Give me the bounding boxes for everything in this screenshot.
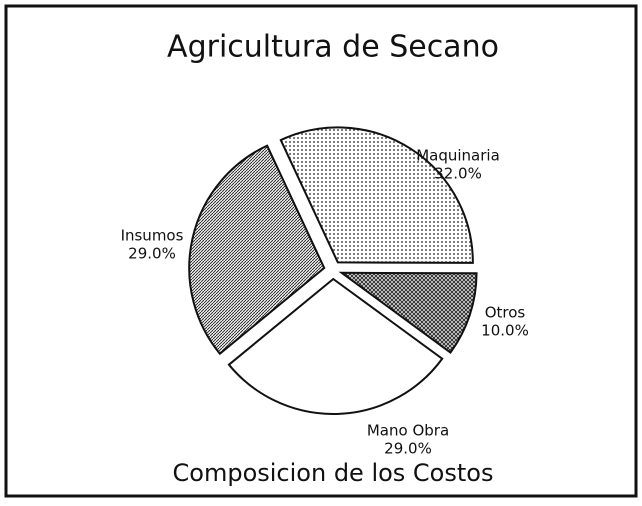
chart-title: Agricultura de Secano <box>167 30 499 65</box>
pie-slice <box>227 277 444 415</box>
slice-value-label: 32.0% <box>434 165 482 183</box>
slice-label: Maquinaria <box>416 147 500 165</box>
slice-label: Insumos <box>121 227 184 245</box>
pie-slice <box>338 271 478 354</box>
slice-label: Otros <box>485 304 526 322</box>
slice-value-label: 10.0% <box>481 322 529 340</box>
pie-slice <box>188 144 326 356</box>
slice-value-label: 29.0% <box>128 245 176 263</box>
pie-slice <box>279 126 474 264</box>
slice-label: Mano Obra <box>367 422 449 440</box>
slice-value-label: 29.0% <box>384 440 432 458</box>
frame <box>4 4 638 498</box>
chart-subtitle: Composicion de los Costos <box>173 459 494 487</box>
